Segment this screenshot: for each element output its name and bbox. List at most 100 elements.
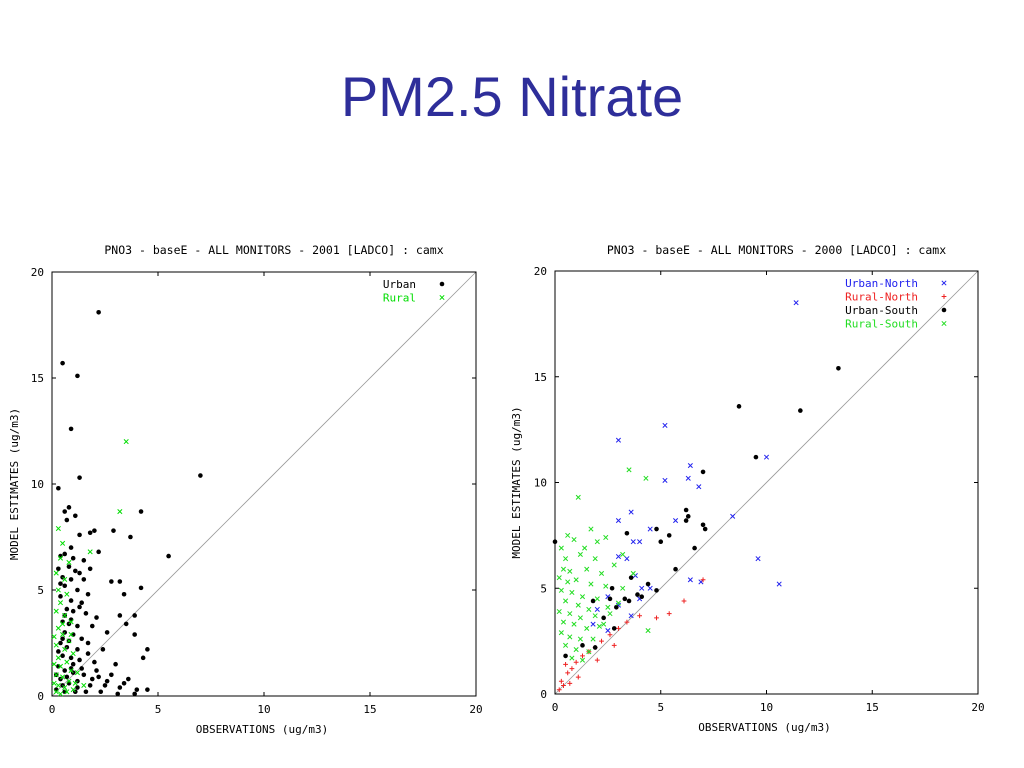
series-rural [51, 439, 129, 697]
data-point [53, 642, 59, 648]
data-point [560, 619, 567, 625]
data-point [611, 642, 617, 648]
data-point [92, 528, 97, 533]
data-point [66, 638, 72, 644]
data-point [113, 661, 118, 667]
data-point [615, 518, 622, 524]
data-point [647, 585, 653, 591]
data-point [700, 577, 706, 583]
data-point [681, 598, 687, 604]
data-point [132, 691, 137, 697]
data-point [611, 626, 617, 631]
data-point [70, 661, 76, 667]
data-point [62, 509, 68, 514]
data-point [73, 568, 78, 574]
data-point [836, 365, 841, 371]
data-point [104, 678, 110, 684]
data-point [654, 526, 659, 532]
data-point [580, 653, 585, 659]
data-point [603, 583, 609, 589]
data-point [611, 562, 617, 568]
data-point [594, 606, 600, 612]
data-point [615, 437, 622, 443]
data-point [605, 627, 611, 634]
data-point [62, 551, 68, 557]
data-point [601, 615, 606, 621]
data-point [138, 509, 144, 514]
data-point [666, 611, 672, 617]
data-point [700, 469, 706, 475]
legend-label-urban-north: Urban-North [845, 277, 918, 290]
data-point [622, 596, 628, 602]
data-point [628, 613, 634, 619]
series-rural-south [556, 467, 651, 663]
data-point [582, 545, 588, 551]
data-point [607, 632, 613, 638]
data-point [654, 615, 659, 621]
data-point [730, 513, 736, 519]
data-point [616, 626, 621, 631]
data-point [81, 558, 87, 563]
data-point [579, 594, 586, 600]
data-point [96, 674, 101, 680]
data-point [85, 591, 91, 597]
x-tick-label: 0 [552, 701, 559, 714]
data-point [626, 467, 632, 473]
data-point [66, 505, 72, 510]
data-point [620, 551, 626, 557]
data-point [104, 630, 110, 635]
data-point [579, 657, 586, 663]
data-point [100, 647, 106, 652]
data-point [123, 439, 129, 445]
data-point [109, 579, 114, 584]
data-point [624, 556, 630, 562]
data-point [83, 689, 89, 695]
legend-label-rural-north: Rural-North [845, 291, 918, 304]
legend-label-rural-south: Rural-South [845, 318, 918, 331]
data-point [64, 674, 70, 680]
data-point [94, 615, 99, 620]
data-point [687, 577, 693, 583]
data-point [598, 570, 605, 576]
data-point [635, 592, 640, 597]
data-point [577, 636, 583, 642]
data-point [60, 360, 65, 366]
legend-label-urban: Urban [383, 278, 416, 291]
data-point [117, 579, 123, 584]
data-point [68, 577, 74, 582]
data-point [673, 518, 679, 524]
data-point [567, 681, 573, 686]
data-point [66, 564, 72, 569]
chart-title: PNO3 - baseE - ALL MONITORS - 2001 [LADC… [104, 243, 443, 257]
data-point [753, 454, 759, 460]
data-point [577, 551, 583, 557]
data-point [55, 625, 61, 631]
data-point [117, 685, 123, 690]
x-axis-label: OBSERVATIONS (ug/m3) [698, 721, 830, 734]
y-tick-label: 20 [534, 265, 547, 278]
data-point [56, 566, 61, 572]
data-point [736, 404, 742, 409]
data-point [62, 668, 68, 673]
data-point [58, 640, 63, 646]
data-point [77, 475, 82, 480]
data-point [683, 518, 689, 523]
data-point [60, 631, 66, 638]
data-point [586, 649, 592, 655]
x-tick-label: 20 [971, 701, 984, 714]
data-point [605, 604, 611, 610]
y-tick-label: 0 [37, 690, 44, 703]
data-point [556, 575, 562, 581]
data-point [60, 653, 65, 659]
data-point [79, 636, 84, 642]
data-point [60, 674, 66, 680]
data-point [51, 680, 57, 686]
x-axis-label: OBSERVATIONS (ug/m3) [196, 723, 328, 736]
data-point [567, 568, 573, 574]
data-point [560, 566, 567, 572]
data-point [763, 454, 770, 460]
data-point [87, 683, 93, 688]
data-point [601, 621, 607, 627]
data-point [609, 585, 615, 591]
one-to-one-line [554, 270, 979, 695]
